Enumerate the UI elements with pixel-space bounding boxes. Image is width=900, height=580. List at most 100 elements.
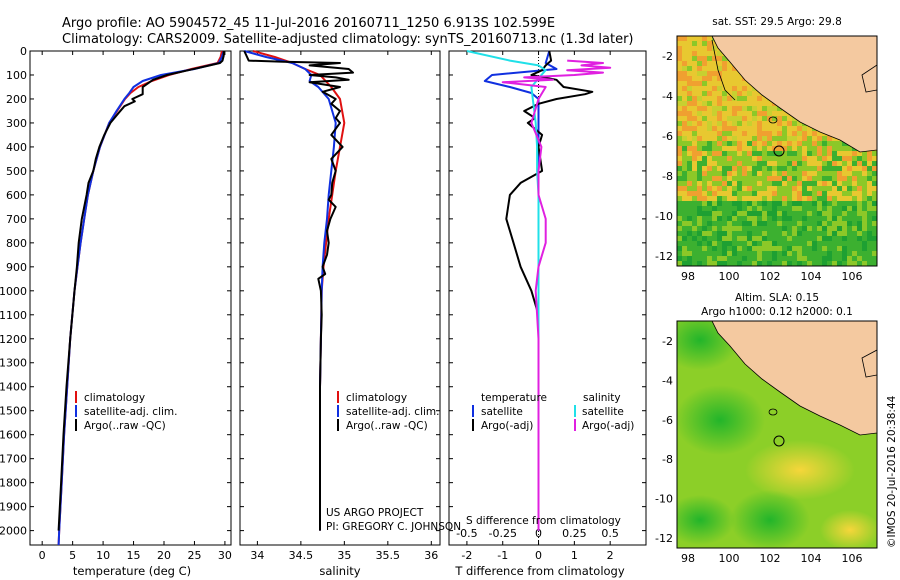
sst-cell: [772, 131, 777, 136]
sst-cell: [797, 141, 802, 146]
sst-cell: [712, 246, 717, 251]
sst-cell: [787, 166, 792, 171]
sst-cell: [702, 51, 707, 56]
sst-cell: [697, 161, 702, 166]
sst-cell: [722, 166, 727, 171]
sst-cell: [792, 251, 797, 256]
sst-cell: [777, 111, 782, 116]
sst-cell: [787, 161, 792, 166]
lon-tick-label: 100: [719, 552, 740, 565]
sst-cell: [792, 191, 797, 196]
sst-cell: [747, 176, 752, 181]
sst-cell: [712, 211, 717, 216]
sst-cell: [702, 156, 707, 161]
sst-cell: [722, 176, 727, 181]
sst-cell: [712, 231, 717, 236]
sst-cell: [847, 156, 852, 161]
sst-cell: [702, 106, 707, 111]
sst-cell: [707, 196, 712, 201]
sst-cell: [747, 196, 752, 201]
sst-cell: [717, 116, 722, 121]
sst-cell: [737, 231, 742, 236]
sst-cell: [862, 246, 867, 251]
sst-cell: [732, 261, 737, 266]
sst-cell: [777, 196, 782, 201]
salinity-axis-label: salinity: [319, 564, 360, 578]
sst-cell: [772, 116, 777, 121]
sst-cell: [862, 261, 867, 266]
sst-cell: [787, 201, 792, 206]
sst-cell: [762, 126, 767, 131]
sst-cell: [737, 96, 742, 101]
sst-cell: [812, 141, 817, 146]
sst-cell: [772, 196, 777, 201]
sst-cell: [832, 181, 837, 186]
sst-cell: [757, 256, 762, 261]
sst-cell: [872, 196, 877, 201]
sst-cell: [692, 231, 697, 236]
sst-cell: [682, 241, 687, 246]
sst-cell: [747, 91, 752, 96]
sst-cell: [797, 166, 802, 171]
sst-cell: [697, 36, 702, 41]
sst-cell: [707, 256, 712, 261]
sst-cell: [702, 241, 707, 246]
sst-cell: [767, 156, 772, 161]
sst-cell: [827, 136, 832, 141]
sst-cell: [832, 151, 837, 156]
sst-cell: [677, 206, 682, 211]
sst-cell: [772, 241, 777, 246]
sst-cell: [702, 201, 707, 206]
sst-cell: [727, 181, 732, 186]
sst-cell: [727, 186, 732, 191]
sst-cell: [742, 211, 747, 216]
sst-cell: [827, 176, 832, 181]
sst-cell: [772, 256, 777, 261]
sst-cell: [762, 176, 767, 181]
sst-cell: [752, 91, 757, 96]
sst-cell: [862, 191, 867, 196]
island-land: [861, 64, 877, 93]
sst-cell: [677, 216, 682, 221]
sst-cell: [752, 256, 757, 261]
sst-cell: [837, 226, 842, 231]
sst-cell: [712, 176, 717, 181]
sst-cell: [707, 231, 712, 236]
sst-cell: [727, 136, 732, 141]
sst-cell: [767, 151, 772, 156]
sst-cell: [722, 226, 727, 231]
x-tick-label: 34.5: [289, 549, 314, 562]
sst-cell: [837, 211, 842, 216]
sst-cell: [687, 226, 692, 231]
sst-cell: [722, 171, 727, 176]
sst-cell: [727, 256, 732, 261]
sst-cell: [697, 76, 702, 81]
sst-cell: [727, 176, 732, 181]
sst-cell: [687, 141, 692, 146]
sst-cell: [692, 176, 697, 181]
sst-cell: [842, 231, 847, 236]
sst-cell: [692, 211, 697, 216]
sst-cell: [687, 86, 692, 91]
sst-cell: [847, 196, 852, 201]
sst-cell: [692, 116, 697, 121]
sst-cell: [817, 261, 822, 266]
sst-cell: [872, 241, 877, 246]
sst-cell: [727, 66, 732, 71]
sst-cell: [867, 191, 872, 196]
sst-cell: [807, 131, 812, 136]
sst-cell: [782, 256, 787, 261]
sst-cell: [697, 46, 702, 51]
sst-cell: [847, 221, 852, 226]
sst-cell: [732, 66, 737, 71]
sst-cell: [747, 96, 752, 101]
depth-tick-label: 200: [6, 93, 27, 106]
sst-cell: [717, 231, 722, 236]
sst-cell: [677, 36, 682, 41]
sst-cell: [752, 111, 757, 116]
sst-cell: [697, 91, 702, 96]
sst-cell: [862, 241, 867, 246]
sst-cell: [872, 236, 877, 241]
sst-cell: [832, 211, 837, 216]
